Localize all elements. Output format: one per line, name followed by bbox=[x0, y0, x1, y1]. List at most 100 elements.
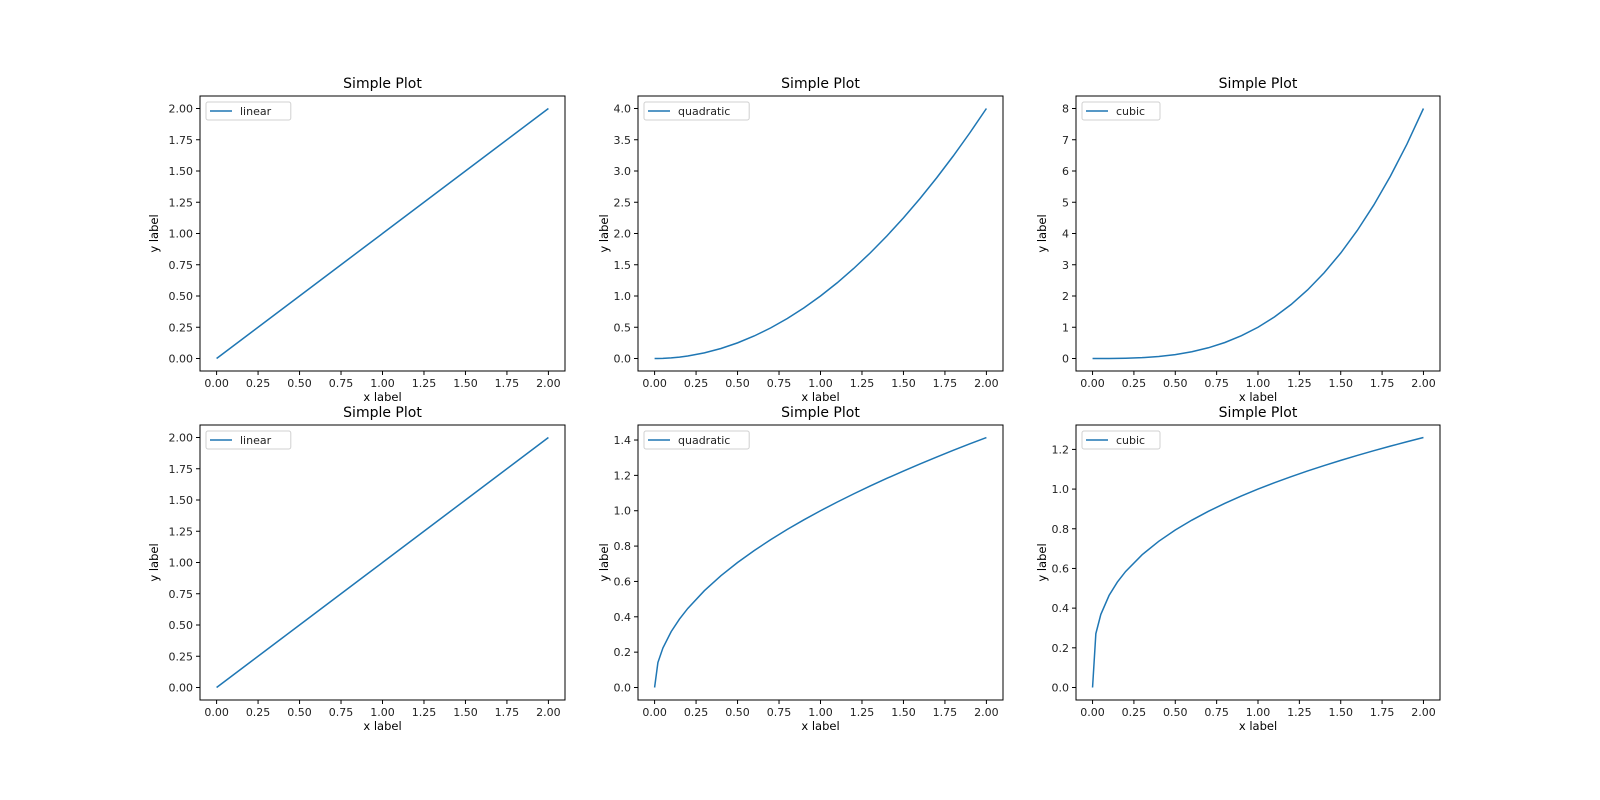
series-line-linear bbox=[216, 107, 549, 360]
series-line-quadratic bbox=[653, 436, 987, 688]
subplot-5: 0.00 0.25 0.50 0.75 1.00 1.25 1.50 1.75 2.00 0.0 0… bbox=[597, 405, 1004, 733]
y-tick-label: 0.8 bbox=[1052, 523, 1070, 536]
y-tick-label: 1.4 bbox=[614, 434, 632, 447]
legend-label: linear bbox=[240, 105, 272, 118]
axes-frame bbox=[637, 424, 1004, 701]
y-tick-label: 4 bbox=[1062, 228, 1069, 241]
chart-title: Simple Plot bbox=[343, 76, 422, 92]
x-tick-label: 1.00 bbox=[370, 377, 395, 390]
y-tick-label: 3.0 bbox=[614, 165, 632, 178]
y-tick-label: 0.4 bbox=[614, 611, 632, 624]
x-tick-label: 0.00 bbox=[204, 377, 229, 390]
y-tick-label: 2 bbox=[1062, 290, 1069, 303]
y-tick-label: 1.50 bbox=[169, 494, 194, 507]
series-line-linear bbox=[216, 436, 549, 689]
y-tick-label: 0.00 bbox=[169, 682, 194, 695]
x-tick-label: 1.25 bbox=[850, 377, 875, 390]
y-tick-label: 1.25 bbox=[169, 196, 194, 209]
y-tick-label: 0.8 bbox=[614, 540, 632, 553]
x-tick-label: 1.25 bbox=[850, 706, 875, 719]
x-tick-label: 1.75 bbox=[495, 706, 520, 719]
x-tick-label: 1.75 bbox=[1370, 706, 1395, 719]
x-tick-label: 1.75 bbox=[933, 377, 958, 390]
y-tick-label: 2.00 bbox=[169, 432, 194, 445]
y-axis-label: y label bbox=[1035, 543, 1049, 581]
y-tick-label: 0.6 bbox=[614, 575, 632, 588]
y-tick-label: 0.00 bbox=[169, 353, 194, 366]
y-tick-label: 1 bbox=[1062, 321, 1069, 334]
y-tick-label: 0.0 bbox=[614, 682, 632, 695]
y-tick-label: 0.6 bbox=[1052, 562, 1070, 575]
x-axis-label: x label bbox=[363, 390, 401, 404]
x-tick-label: 1.75 bbox=[933, 706, 958, 719]
x-tick-label: 1.25 bbox=[1287, 377, 1312, 390]
y-tick-label: 0.0 bbox=[1052, 682, 1070, 695]
x-tick-label: 1.50 bbox=[1328, 377, 1353, 390]
x-tick-label: 0.75 bbox=[767, 377, 792, 390]
y-tick-label: 1.00 bbox=[169, 557, 194, 570]
chart-title: Simple Plot bbox=[343, 405, 422, 421]
chart-title: Simple Plot bbox=[781, 405, 860, 421]
y-tick-label: 0.25 bbox=[169, 650, 194, 663]
subplot-4: 0.00 0.25 0.50 0.75 1.00 1.25 1.50 1.75 2.00 0.00… bbox=[147, 405, 566, 733]
x-tick-label: 0.50 bbox=[1163, 377, 1188, 390]
x-tick-label: 0.25 bbox=[246, 377, 271, 390]
x-tick-label: 0.50 bbox=[725, 377, 750, 390]
x-tick-label: 0.25 bbox=[684, 377, 709, 390]
y-tick-label: 0.0 bbox=[614, 353, 632, 366]
legend-box bbox=[643, 101, 750, 121]
x-tick-label: 2.00 bbox=[536, 706, 561, 719]
x-tick-label: 1.50 bbox=[891, 706, 916, 719]
x-tick-label: 0.50 bbox=[287, 706, 312, 719]
y-tick-label: 0.50 bbox=[169, 290, 194, 303]
y-tick-label: 0.25 bbox=[169, 321, 194, 334]
axes-frame bbox=[1075, 424, 1441, 701]
legend-box bbox=[205, 430, 292, 450]
x-tick-label: 1.00 bbox=[1246, 377, 1271, 390]
legend-box bbox=[1081, 101, 1161, 121]
y-tick-label: 1.75 bbox=[169, 463, 194, 476]
y-tick-label: 0.2 bbox=[614, 646, 632, 659]
y-tick-label: 0.75 bbox=[169, 259, 194, 272]
x-tick-label: 0.75 bbox=[767, 706, 792, 719]
x-tick-label: 0.75 bbox=[329, 706, 354, 719]
x-tick-label: 0.25 bbox=[246, 706, 271, 719]
y-tick-label: 5 bbox=[1062, 196, 1069, 209]
x-tick-label: 0.75 bbox=[1204, 706, 1229, 719]
x-tick-label: 0.00 bbox=[642, 377, 667, 390]
y-axis-label: y label bbox=[147, 543, 161, 581]
x-tick-label: 1.50 bbox=[1328, 706, 1353, 719]
y-tick-label: 0.50 bbox=[169, 619, 194, 632]
y-tick-label: 1.50 bbox=[169, 165, 194, 178]
x-tick-label: 0.50 bbox=[1163, 706, 1188, 719]
y-tick-label: 0.5 bbox=[614, 321, 632, 334]
x-tick-label: 2.00 bbox=[1411, 706, 1436, 719]
x-tick-label: 1.50 bbox=[453, 377, 478, 390]
x-axis-label: x label bbox=[363, 719, 401, 733]
y-tick-label: 3.5 bbox=[614, 134, 632, 147]
x-tick-label: 2.00 bbox=[974, 377, 999, 390]
x-tick-label: 1.00 bbox=[808, 706, 833, 719]
legend-label: quadratic bbox=[678, 105, 730, 118]
chart-title: Simple Plot bbox=[1219, 76, 1298, 92]
x-tick-label: 0.25 bbox=[1122, 377, 1147, 390]
x-tick-label: 1.25 bbox=[412, 377, 437, 390]
x-tick-label: 1.00 bbox=[808, 377, 833, 390]
axes-frame bbox=[1075, 95, 1441, 372]
legend-label: linear bbox=[240, 434, 272, 447]
y-tick-label: 1.0 bbox=[614, 290, 632, 303]
x-tick-label: 0.00 bbox=[642, 706, 667, 719]
y-tick-label: 1.00 bbox=[169, 228, 194, 241]
x-tick-label: 0.00 bbox=[1080, 706, 1105, 719]
y-tick-label: 1.75 bbox=[169, 134, 194, 147]
y-tick-label: 8 bbox=[1062, 103, 1069, 116]
axes-frame bbox=[637, 95, 1004, 372]
x-tick-label: 1.50 bbox=[453, 706, 478, 719]
legend-label: cubic bbox=[1116, 434, 1145, 447]
x-tick-label: 0.50 bbox=[725, 706, 750, 719]
x-tick-label: 2.00 bbox=[1411, 377, 1436, 390]
x-tick-label: 2.00 bbox=[974, 706, 999, 719]
x-tick-label: 2.00 bbox=[536, 377, 561, 390]
y-tick-label: 0 bbox=[1062, 353, 1069, 366]
y-axis-label: y label bbox=[597, 543, 611, 581]
